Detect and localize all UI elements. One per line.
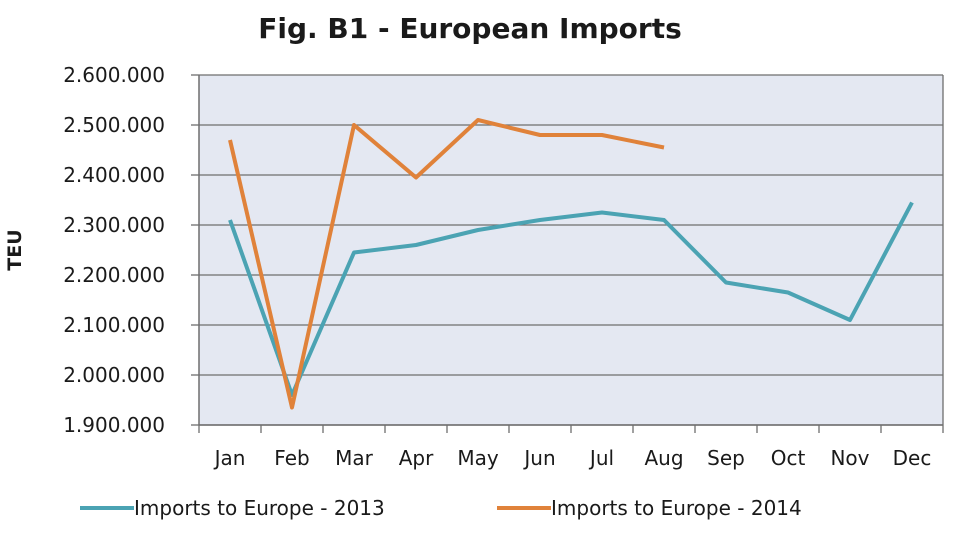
y-tick-label: 2.200.000 — [63, 263, 165, 287]
legend: Imports to Europe - 2013 Imports to Europ… — [80, 496, 802, 520]
x-tick-label: Oct — [771, 446, 806, 470]
x-tick-label: May — [457, 446, 499, 470]
x-tick-label: Nov — [830, 446, 869, 470]
x-tick-label: Feb — [274, 446, 309, 470]
plot-area: 1.900.000 2.000.000 2.100.000 2.200.000 2.30… — [63, 63, 944, 470]
y-axis-label: TEU — [4, 229, 26, 270]
x-tick-label: Jun — [522, 446, 555, 470]
x-tick-label: Mar — [335, 446, 374, 470]
y-tick-label: 2.600.000 — [63, 63, 165, 87]
y-tick-label: 1.900.000 — [63, 413, 165, 437]
chart-title: Fig. B1 - European Imports — [258, 12, 682, 45]
x-tick-label: Sep — [707, 446, 745, 470]
x-tick-label: Dec — [893, 446, 932, 470]
y-tick-label: 2.300.000 — [63, 213, 165, 237]
x-tick-label: Aug — [644, 446, 683, 470]
x-tick-label: Apr — [399, 446, 434, 470]
y-tick-label: 2.400.000 — [63, 163, 165, 187]
y-tick-label: 2.000.000 — [63, 363, 165, 387]
plot-background — [199, 75, 943, 425]
series-line-1 — [228, 201, 914, 397]
y-tick-label: 2.100.000 — [63, 313, 165, 337]
legend-label-2: Imports to Europe - 2014 — [551, 496, 802, 520]
x-tick-label: Jan — [213, 446, 246, 470]
y-tick-label: 2.500.000 — [63, 113, 165, 137]
series-line-2 — [228, 118, 665, 410]
x-tick-label: Jul — [588, 446, 614, 470]
legend-label-1: Imports to Europe - 2013 — [134, 496, 385, 520]
